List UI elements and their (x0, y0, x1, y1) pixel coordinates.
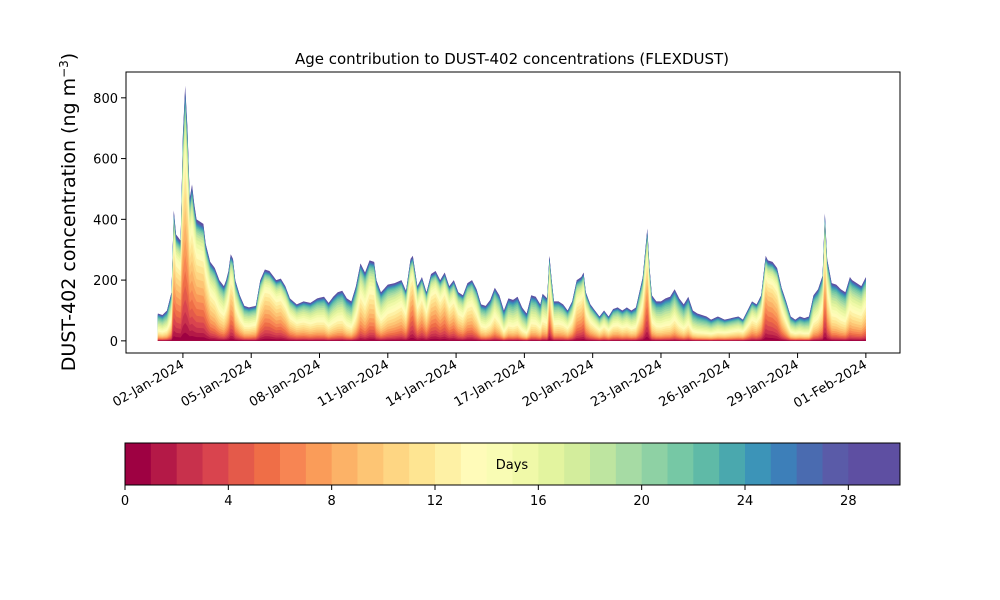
y-axis-label-close: ) (58, 53, 80, 60)
colorbar-bin (176, 443, 203, 485)
colorbar-label: Days (496, 458, 529, 473)
y-tick-label: 0 (110, 335, 118, 350)
colorbar-bin (254, 443, 281, 485)
y-axis-label-main: DUST-402 concentration (ng m (58, 78, 80, 371)
x-tick-label: 05-Jan-2024 (179, 357, 256, 410)
age-layer-day-0 (157, 332, 866, 341)
colorbar-ticks: 0 4 8 12 16 20 24 28 (121, 485, 857, 509)
colorbar-bin (538, 443, 565, 485)
x-tick-label: 20-Jan-2024 (520, 357, 597, 410)
y-axis-label: DUST-402 concentration (ng m−3) (57, 53, 80, 371)
y-axis-ticks: 0 200 400 600 800 (93, 92, 126, 350)
colorbar-tick-label: 8 (328, 494, 336, 509)
colorbar-bin (305, 443, 333, 485)
colorbar-bin (641, 443, 668, 485)
x-tick-label: 02-Jan-2024 (110, 357, 187, 410)
colorbar-bin (125, 443, 152, 485)
colorbar-bin (228, 443, 255, 485)
x-tick-label: 11-Jan-2024 (315, 357, 392, 410)
colorbar (125, 443, 901, 485)
colorbar-bin (590, 443, 617, 485)
colorbar-bin (667, 443, 694, 485)
plot-frame (125, 71, 901, 354)
colorbar-tick-label: 28 (840, 494, 857, 509)
colorbar-bin (202, 443, 229, 485)
colorbar-bin (357, 443, 384, 485)
colorbar-bin (796, 443, 823, 485)
y-tick-label: 800 (93, 92, 118, 107)
colorbar-bin (512, 443, 539, 485)
y-tick-label: 600 (93, 153, 118, 168)
x-tick-label: 29-Jan-2024 (725, 357, 802, 410)
chart-title: Age contribution to DUST-402 concentrati… (295, 50, 729, 68)
y-axis-label-exponent: −3 (57, 60, 71, 78)
y-tick-label: 400 (93, 213, 118, 228)
colorbar-tick-label: 4 (224, 494, 232, 509)
colorbar-bin (280, 443, 307, 485)
colorbar-bin (383, 443, 410, 485)
colorbar-bin (460, 443, 488, 485)
colorbar-bin (150, 443, 178, 485)
colorbar-bin (486, 443, 513, 485)
colorbar-bin (435, 443, 462, 485)
stacked-area-series (157, 85, 866, 341)
colorbar-bin (822, 443, 849, 485)
colorbar-bin (693, 443, 720, 485)
colorbar-bin (409, 443, 436, 485)
colorbar-bin (745, 443, 772, 485)
x-axis-ticks: 02-Jan-202405-Jan-202408-Jan-202411-Jan-… (110, 353, 870, 411)
x-tick-label: 08-Jan-2024 (247, 357, 324, 410)
colorbar-bin (770, 443, 798, 485)
x-tick-label: 26-Jan-2024 (657, 357, 734, 410)
age-layer-day-1 (157, 322, 866, 341)
colorbar-bin (615, 443, 643, 485)
colorbar-tick-label: 20 (633, 494, 650, 509)
colorbar-bin (564, 443, 591, 485)
x-tick-label: 17-Jan-2024 (452, 357, 529, 410)
colorbar-bin (848, 443, 875, 485)
colorbar-bin (874, 443, 901, 485)
colorbar-tick-label: 12 (427, 494, 444, 509)
colorbar-bin (719, 443, 746, 485)
x-tick-label: 14-Jan-2024 (383, 357, 460, 410)
x-tick-label: 23-Jan-2024 (588, 357, 665, 410)
colorbar-tick-label: 24 (737, 494, 754, 509)
x-tick-label: 01-Feb-2024 (791, 357, 870, 411)
colorbar-frame (124, 442, 901, 486)
colorbar-tick-label: 16 (530, 494, 547, 509)
y-tick-label: 200 (93, 274, 118, 289)
colorbar-tick-label: 0 (121, 494, 129, 509)
colorbar-bin (331, 443, 358, 485)
